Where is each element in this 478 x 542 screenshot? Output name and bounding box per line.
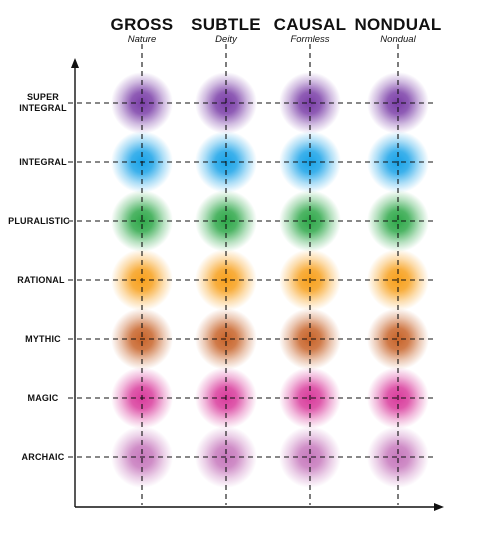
row-label-rational: RATIONAL bbox=[10, 275, 72, 286]
row-label-line: MYTHIC bbox=[25, 334, 61, 344]
column-header-gross: GROSS Nature bbox=[87, 16, 197, 46]
column-subtitle: Formless bbox=[290, 34, 330, 45]
column-subtitle: Deity bbox=[215, 34, 237, 45]
row-label-archaic: ARCHAIC bbox=[12, 452, 74, 463]
row-label-line: SUPER bbox=[26, 92, 59, 102]
column-title: GROSS bbox=[110, 15, 174, 34]
column-header-causal: CAUSAL Formless bbox=[255, 16, 365, 46]
y-axis-arrow-icon bbox=[71, 58, 79, 68]
row-label-line: INTEGRAL bbox=[19, 103, 67, 113]
column-subtitle: Nondual bbox=[380, 34, 416, 45]
column-title: SUBTLE bbox=[191, 15, 261, 34]
column-title: CAUSAL bbox=[273, 15, 347, 34]
row-label-line: RATIONAL bbox=[17, 275, 65, 285]
column-title: NONDUAL bbox=[354, 15, 442, 34]
color-blob bbox=[279, 426, 341, 488]
color-blob bbox=[367, 308, 429, 370]
x-axis-arrow-icon bbox=[434, 503, 444, 511]
column-subtitle: Nature bbox=[127, 34, 157, 45]
row-label-super-integral: SUPER INTEGRAL bbox=[12, 92, 74, 114]
color-blob bbox=[367, 426, 429, 488]
color-blob bbox=[367, 190, 429, 252]
row-label-magic: MAGIC bbox=[12, 393, 74, 404]
row-label-line: INTEGRAL bbox=[19, 157, 67, 167]
row-label-integral: INTEGRAL bbox=[12, 157, 74, 168]
row-label-line: ARCHAIC bbox=[21, 452, 65, 462]
row-label-line: PLURALISTIC bbox=[8, 216, 70, 226]
color-blob bbox=[279, 308, 341, 370]
column-header-nondual: NONDUAL Nondual bbox=[343, 16, 453, 46]
row-label-mythic: MYTHIC bbox=[12, 334, 74, 345]
row-label-line: MAGIC bbox=[27, 393, 59, 403]
grid-lines bbox=[68, 44, 434, 505]
row-label-pluralistic: PLURALISTIC bbox=[8, 216, 70, 227]
color-blob bbox=[279, 190, 341, 252]
axes bbox=[71, 58, 444, 511]
column-header-subtle: SUBTLE Deity bbox=[171, 16, 281, 46]
